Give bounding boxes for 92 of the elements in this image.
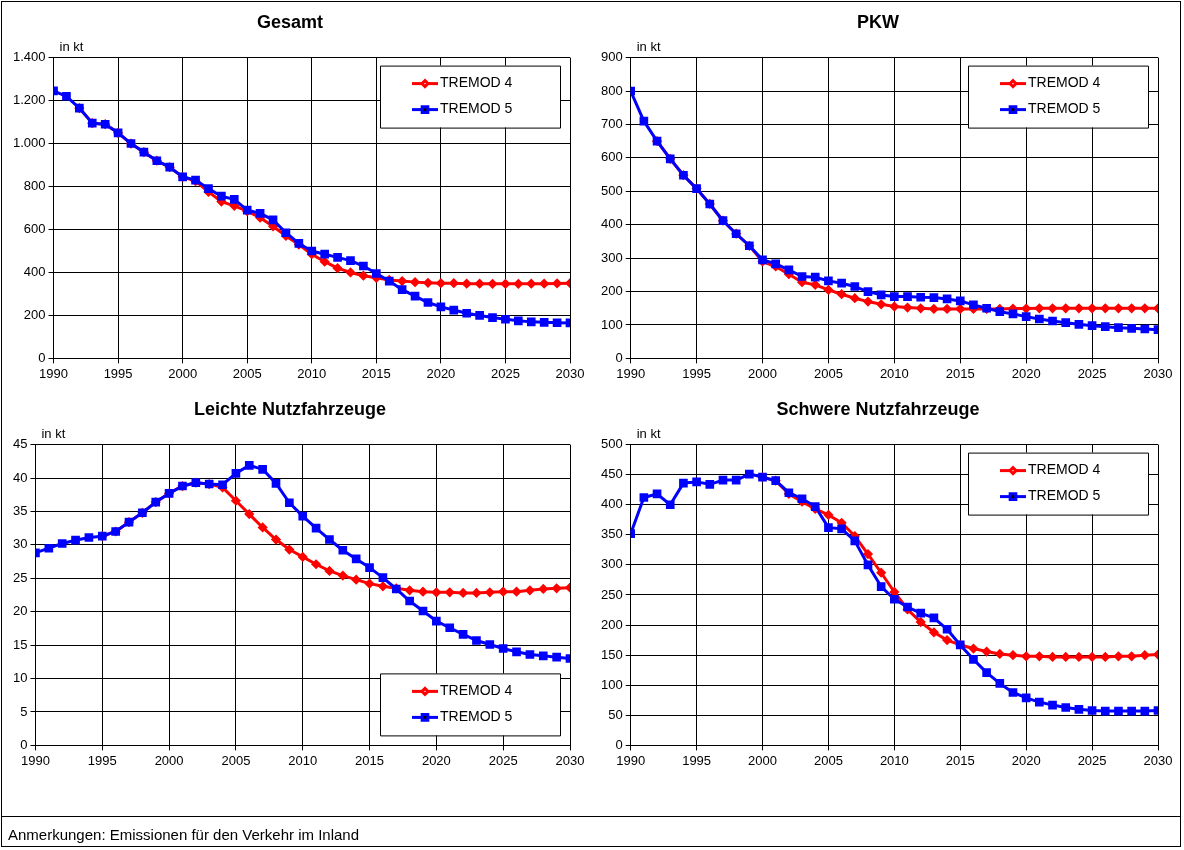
- y-tick-label: 800: [600, 82, 623, 98]
- x-tick-label: 1995: [87, 752, 117, 768]
- x-tick-label: 2000: [748, 752, 777, 768]
- y-tick-label: 1.400: [12, 49, 46, 65]
- y-tick-label: 0: [615, 349, 623, 365]
- chart-title: PKW: [857, 11, 899, 32]
- chart-title: Gesamt: [256, 11, 324, 32]
- x-tick-label: 1990: [616, 365, 646, 381]
- y-tick-label: 0: [38, 349, 46, 365]
- x-tick-label: 2020: [1011, 365, 1041, 381]
- y-tick-label: 10: [12, 670, 28, 686]
- text: Anmerkungen: Emissionen für den Verkehr im Inland: [2, 816, 1180, 846]
- x-tick-label: 2015: [361, 365, 391, 381]
- x-tick-label: 2000: [168, 365, 198, 381]
- x-tick-label: 2030: [1143, 365, 1173, 381]
- x-tick-label: 2030: [555, 365, 585, 381]
- y-axis-title: in kt: [636, 425, 661, 441]
- y-tick-label: 0: [20, 736, 28, 752]
- legend-label: TREMOD 5: [440, 100, 513, 117]
- x-tick-label: 2025: [1077, 365, 1107, 381]
- y-tick-label: 200: [600, 283, 623, 299]
- y-tick-label: 30: [12, 536, 28, 552]
- chart-title: Schwere Nutzfahrzeuge: [776, 398, 980, 419]
- x-tick-label: 2010: [879, 365, 909, 381]
- y-tick-label: 450: [600, 466, 623, 482]
- y-tick-label: 15: [12, 636, 28, 652]
- x-tick-label: 2025: [490, 365, 520, 381]
- y-tick-label: 1.000: [12, 135, 46, 151]
- legend-label: TREMOD 5: [1028, 487, 1101, 504]
- x-tick-label: 2010: [879, 752, 909, 768]
- x-tick-label: 2010: [297, 365, 327, 381]
- legend-label: TREMOD 4: [1028, 461, 1101, 478]
- y-tick-label: 200: [23, 307, 46, 323]
- y-tick-label: 600: [23, 221, 46, 237]
- y-tick-label: 400: [23, 264, 46, 280]
- y-tick-label: 800: [23, 178, 46, 194]
- legend-label: TREMOD 5: [440, 708, 513, 725]
- y-axis-title: in kt: [41, 425, 66, 441]
- x-tick-label: 2020: [421, 752, 451, 768]
- y-axis-title: in kt: [636, 38, 661, 54]
- x-tick-label: 2005: [813, 365, 843, 381]
- x-tick-label: 2010: [288, 752, 318, 768]
- y-tick-label: 300: [600, 556, 623, 572]
- y-tick-label: 5: [20, 703, 28, 719]
- legend-label: TREMOD 4: [440, 682, 513, 699]
- y-tick-label: 300: [600, 249, 623, 265]
- x-tick-label: 2000: [154, 752, 184, 768]
- x-tick-label: 1990: [616, 752, 646, 768]
- y-tick-label: 25: [12, 569, 28, 585]
- y-tick-label: 400: [600, 216, 623, 232]
- x-tick-label: 1990: [21, 752, 50, 768]
- chart-title: Leichte Nutzfahrzeuge: [193, 398, 387, 419]
- x-tick-label: 1995: [682, 752, 712, 768]
- y-tick-label: 0: [615, 736, 623, 752]
- y-tick-label: 35: [12, 503, 28, 519]
- y-tick-label: 400: [600, 496, 623, 512]
- y-tick-label: 45: [12, 436, 28, 452]
- x-tick-label: 2025: [1077, 752, 1107, 768]
- y-tick-label: 100: [600, 676, 623, 692]
- y-tick-label: 500: [600, 182, 623, 198]
- x-tick-label: 2020: [426, 365, 456, 381]
- y-axis-title: in kt: [59, 38, 84, 54]
- legend-label: TREMOD 4: [440, 74, 513, 91]
- y-tick-label: 350: [600, 526, 623, 542]
- y-tick-label: 100: [600, 316, 623, 332]
- x-tick-label: 2015: [945, 365, 975, 381]
- x-tick-label: 1995: [682, 365, 712, 381]
- y-tick-label: 200: [600, 616, 623, 632]
- x-tick-label: 2000: [748, 365, 777, 381]
- y-tick-label: 20: [12, 603, 28, 619]
- x-tick-label: 2020: [1011, 752, 1041, 768]
- y-tick-label: 50: [608, 706, 623, 722]
- y-tick-label: 600: [600, 149, 623, 165]
- x-tick-label: 2030: [1143, 752, 1173, 768]
- x-tick-label: 1990: [39, 365, 68, 381]
- x-tick-label: 2005: [232, 365, 262, 381]
- x-tick-label: 2030: [555, 752, 585, 768]
- legend-label: TREMOD 5: [1028, 100, 1101, 117]
- x-tick-label: 2015: [945, 752, 975, 768]
- y-tick-label: 1.200: [12, 92, 46, 108]
- y-tick-label: 250: [600, 586, 623, 602]
- x-tick-label: 2025: [488, 752, 518, 768]
- x-tick-label: 2005: [813, 752, 843, 768]
- y-tick-label: 700: [600, 116, 623, 132]
- y-tick-label: 40: [12, 469, 28, 485]
- y-tick-label: 500: [600, 436, 623, 452]
- x-tick-label: 2005: [221, 752, 251, 768]
- y-tick-label: 900: [600, 49, 623, 65]
- x-tick-label: 2015: [355, 752, 385, 768]
- y-tick-label: 150: [600, 646, 623, 662]
- legend-label: TREMOD 4: [1028, 74, 1101, 91]
- x-tick-label: 1995: [103, 365, 133, 381]
